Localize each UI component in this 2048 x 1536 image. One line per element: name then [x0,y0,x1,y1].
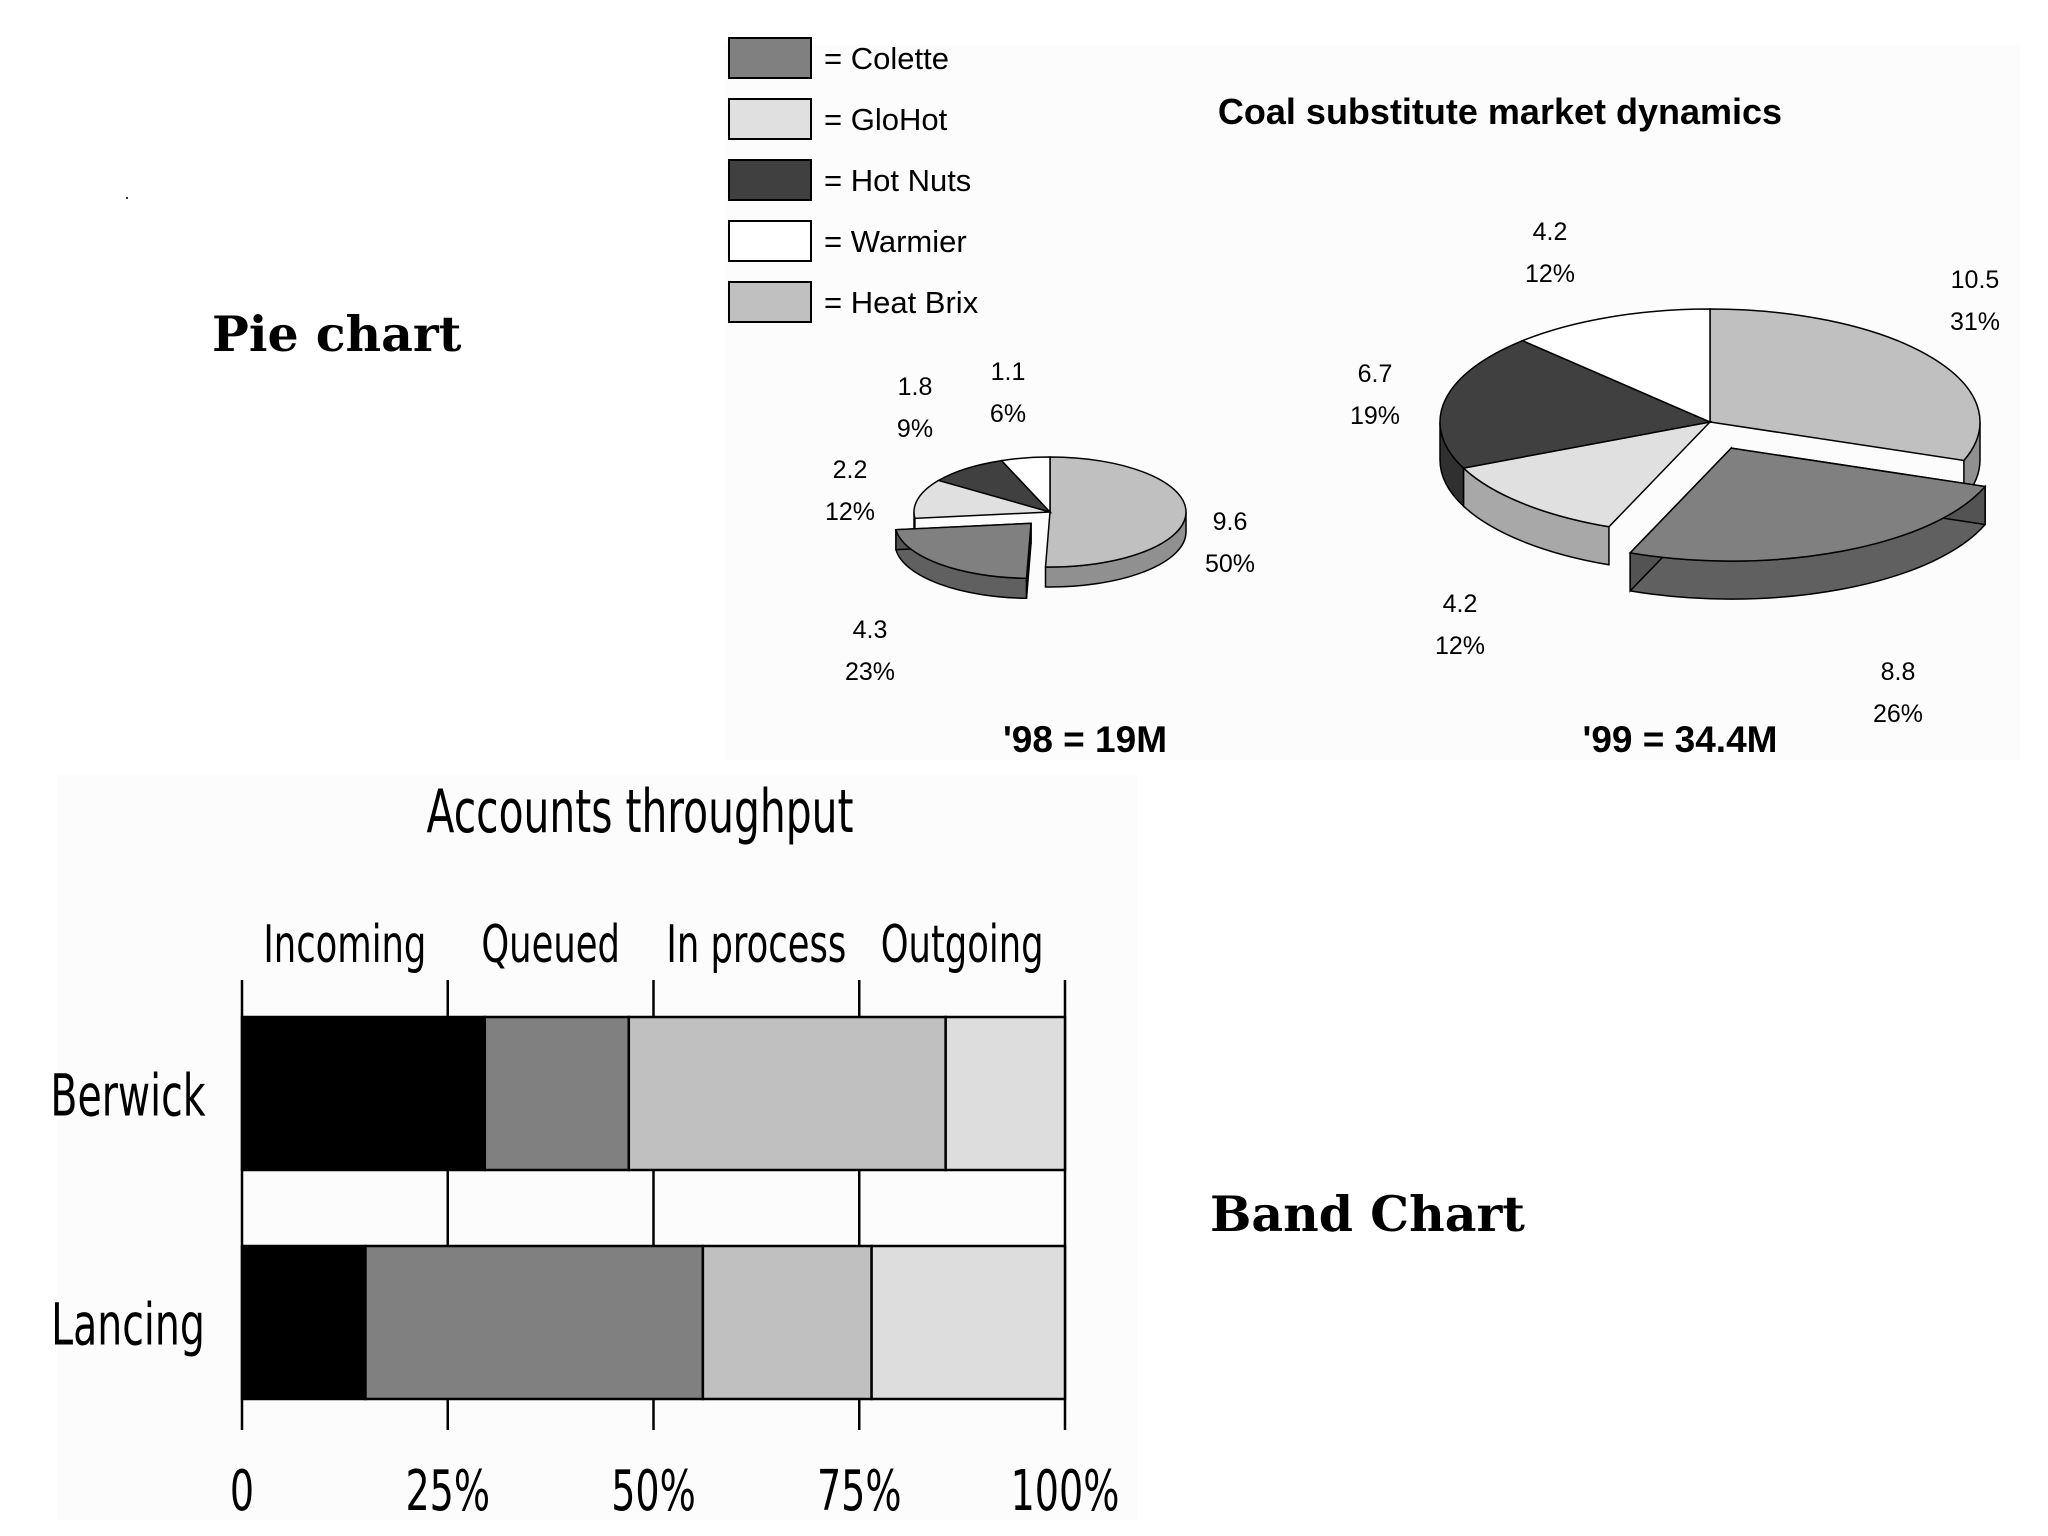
pie-slice-value-label: 4.3 [853,616,888,644]
legend-label: = Hot Nuts [824,163,971,198]
pie-slice [1520,308,1711,424]
legend-swatch [728,281,812,323]
pie-slice [1000,456,1051,514]
pie-slice-percent-label: 12% [825,498,875,526]
band-chart-title: Accounts throughput [427,777,854,847]
legend-swatch [728,159,812,201]
pie-slice [1709,308,1981,462]
pie-slice-percent-label: 31% [1950,308,2000,336]
legend-swatch [728,220,812,262]
pie-slice-value-label: 4.2 [1443,590,1478,618]
band-series-label: In process [666,915,846,975]
band-segment [364,1244,705,1401]
band-x-tick-label: 75% [817,1460,902,1524]
band-x-tick-label: 0 [230,1460,254,1524]
pie-slice [913,479,1051,520]
band-segment [944,1015,1067,1172]
pie-slice-percent-label: 19% [1350,402,1400,430]
legend-swatch [728,98,812,140]
band-chart: Accounts throughput Berwick Lancing Incomin… [50,777,1119,1524]
pie-chart: Coal substitute market dynamics = Colette… [728,37,2000,760]
band-segment [870,1244,1067,1401]
pie-slice-value-label: 8.8 [1881,658,1916,686]
band-x-tick-label: 50% [611,1460,696,1524]
band-series-label: Incoming [263,915,426,975]
band-segment [240,1244,367,1401]
pie-chart-caption: Pie chart [212,305,462,363]
legend-label: = Colette [824,41,949,76]
pie-slice [936,459,1053,514]
pie-slice [1628,447,1987,562]
pie-slice [1044,456,1187,568]
legend-swatch [728,37,812,79]
pie-slice-value-label: 6.7 [1358,360,1393,388]
legend-label: = GloHot [824,102,948,137]
band-x-tick-label: 100% [1011,1460,1120,1524]
band-category-label: Berwick [50,1062,205,1130]
pie-slice [1439,339,1713,469]
pie-slice-value-label: 2.2 [833,456,868,484]
pie-slice-value-label: 1.8 [898,373,933,401]
pie-total-caption: '99 = 34.4M [1583,719,1778,760]
pie-slice-percent-label: 50% [1205,550,1255,578]
band-series-label: Outgoing [881,915,1044,975]
band-segment [483,1015,631,1172]
pie-slice [1461,420,1713,528]
stray-dot [126,197,128,199]
band-series-label: Queued [481,915,620,975]
band-chart-caption: Band Chart [1210,1185,1525,1243]
pie-slice-percent-label: 12% [1435,632,1485,660]
band-x-tick-label: 25% [405,1460,490,1524]
pie-chart-title: Coal substitute market dynamics [1218,91,1782,132]
band-segment [701,1244,873,1401]
pie-total-caption: '98 = 19M [1003,719,1167,760]
pie-slice-percent-label: 26% [1873,700,1923,728]
pie-slice-value-label: 9.6 [1213,508,1248,536]
pie-slice-percent-label: 9% [897,415,933,443]
pie-slice-percent-label: 23% [845,658,895,686]
band-category-label: Lancing [51,1291,205,1359]
legend-label: = Heat Brix [824,285,979,320]
pie-slice-percent-label: 6% [990,400,1026,428]
legend-label: = Warmier [824,224,967,259]
pie-slice-value-label: 4.2 [1533,218,1568,246]
band-segment [240,1015,487,1172]
pie-slice-percent-label: 12% [1525,260,1575,288]
pie-slice-value-label: 10.5 [1951,266,2000,294]
band-segment [627,1015,947,1172]
pie-slice [894,522,1032,580]
pie-slice-value-label: 1.1 [991,358,1026,386]
